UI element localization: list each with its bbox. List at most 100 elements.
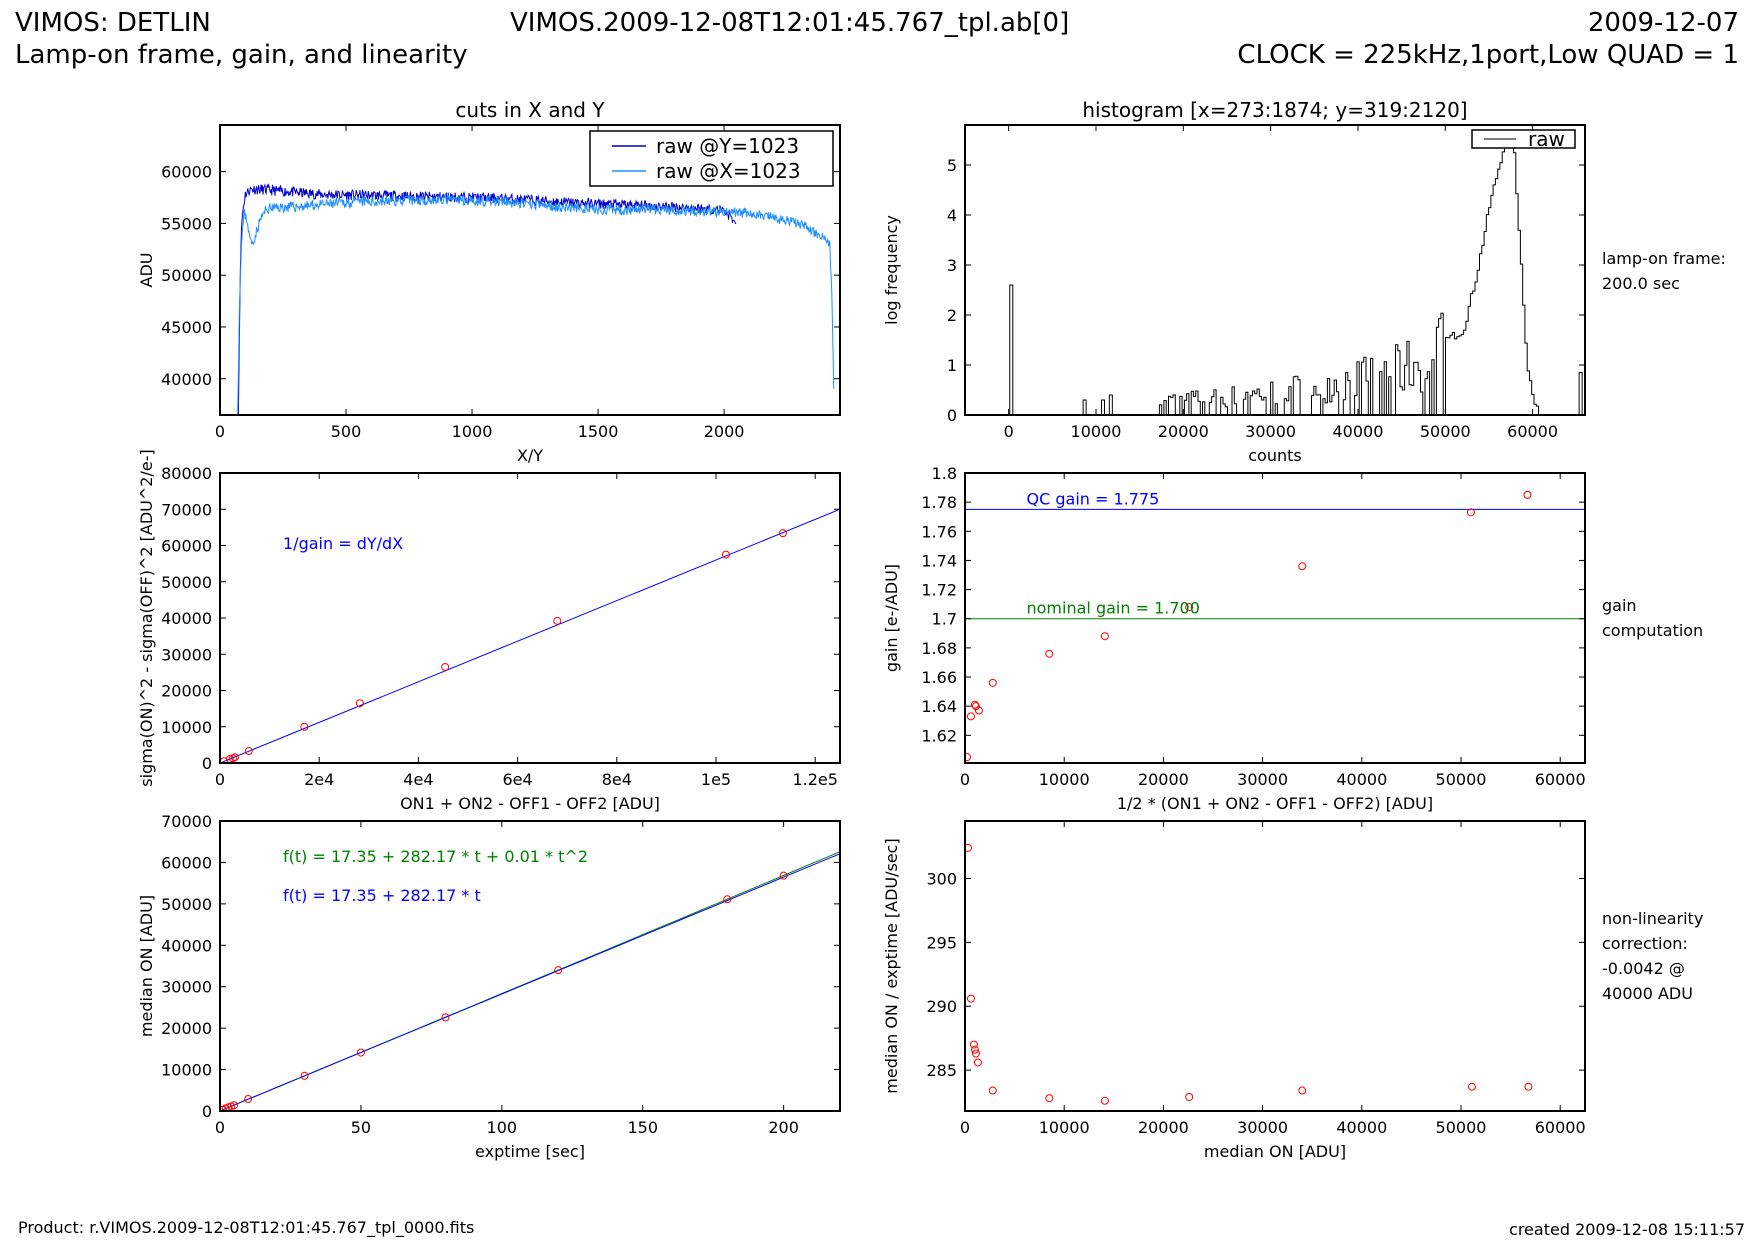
clock-info: CLOCK = 225kHz,1port,Low QUAD = 1 <box>1237 40 1739 70</box>
nominal-gain-label: nominal gain = 1.700 <box>1027 599 1200 618</box>
y-tick-label: 20000 <box>161 682 212 701</box>
plot-frame <box>219 124 841 416</box>
data-point <box>230 753 239 762</box>
data-point <box>965 843 972 852</box>
y-tick-label: 70000 <box>161 812 212 831</box>
data-point <box>355 699 364 708</box>
product-filename: Product: r.VIMOS.2009-12-08T12:01:45.767… <box>18 1218 475 1237</box>
y-axis-label: gain [e-/ADU] <box>882 564 901 672</box>
data-point <box>1185 603 1194 612</box>
y-tick-label: 295 <box>926 933 957 952</box>
created-timestamp: created 2009-12-08 15:11:57 <box>1509 1220 1745 1239</box>
x-tick-label: 60000 <box>1535 770 1586 789</box>
x-tick-label: 100 <box>487 1118 518 1137</box>
y-tick-label: 3 <box>947 256 957 275</box>
y-axis-label: median ON / exptime [ADU/sec] <box>882 838 901 1093</box>
plot-area <box>220 508 840 763</box>
x-tick-label: 0 <box>960 770 970 789</box>
histogram-spike <box>1009 284 1014 415</box>
legend-label: raw @X=1023 <box>656 159 801 183</box>
x-tick-label: 60000 <box>1507 422 1558 441</box>
nonlinearity-note: non-linearity correction: -0.0042 @ 4000… <box>1602 906 1703 1006</box>
data-point <box>721 550 730 559</box>
chart-title: cuts in X and Y <box>455 98 605 122</box>
x-tick-label: 30000 <box>1237 1118 1288 1137</box>
gain-note: gain computation <box>1602 593 1703 643</box>
x-axis-label: exptime [sec] <box>475 1142 585 1161</box>
x-axis-label: 1/2 * (ON1 + ON2 - OFF1 - OFF2) [ADU] <box>1117 794 1433 813</box>
histogram-spike <box>1578 372 1583 415</box>
plot-area <box>965 843 1533 1105</box>
y-tick-label: 70000 <box>161 500 212 519</box>
y-tick-label: 55000 <box>161 214 212 233</box>
data-point <box>1045 1094 1054 1103</box>
plot-area <box>237 183 835 415</box>
data-point <box>553 616 562 625</box>
x-tick-label: 50000 <box>1436 1118 1487 1137</box>
data-point <box>973 1058 982 1067</box>
data-point <box>778 529 787 538</box>
nonlinearity-note-line: correction: <box>1602 934 1688 953</box>
x-tick-label: 0 <box>1004 422 1014 441</box>
data-point <box>1298 562 1307 571</box>
y-tick-label: 40000 <box>161 936 212 955</box>
qc-gain-label: QC gain = 1.775 <box>1027 489 1160 508</box>
data-point <box>1185 1092 1194 1101</box>
y-tick-label: 1.62 <box>921 726 957 745</box>
lamp-note-line: 200.0 sec <box>1602 274 1680 293</box>
plot-frame <box>964 124 1586 416</box>
data-point <box>1523 490 1532 499</box>
nonlinearity-note-line: 40000 ADU <box>1602 984 1693 1003</box>
x-tick-label: 20000 <box>1138 770 1189 789</box>
data-point <box>1466 508 1475 517</box>
x-axis-label: counts <box>1248 446 1301 465</box>
x-tick-label: 2000 <box>704 422 745 441</box>
y-tick-label: 60000 <box>161 163 212 182</box>
y-tick-label: 1.7 <box>932 610 957 629</box>
y-tick-label: 0 <box>202 754 212 773</box>
data-point <box>441 1013 450 1022</box>
y-tick-label: 50000 <box>161 573 212 592</box>
data-point <box>228 754 237 763</box>
data-point <box>971 1049 980 1058</box>
y-tick-label: 4 <box>947 206 957 225</box>
data-point <box>988 1086 997 1095</box>
data-point <box>1467 1082 1476 1091</box>
y-tick-label: 1.72 <box>921 581 957 600</box>
gain-note-line: gain <box>1602 596 1637 615</box>
data-point <box>723 895 732 904</box>
plot-frame <box>964 820 1586 1112</box>
x-tick-label: 0 <box>215 770 225 789</box>
data-point <box>300 1071 309 1080</box>
data-point <box>970 700 979 709</box>
x-tick-label: 50 <box>351 1118 371 1137</box>
legend-box <box>589 130 834 187</box>
x-tick-label: 8e4 <box>602 770 632 789</box>
data-point <box>554 966 563 975</box>
data-point <box>1045 649 1054 658</box>
histogram-outline <box>1157 129 1540 415</box>
y-tick-label: 50000 <box>161 266 212 285</box>
product-title: VIMOS.2009-12-08T12:01:45.767_tpl.ab[0] <box>510 8 1070 38</box>
chart-title: histogram [x=273:1874; y=319:2120] <box>1082 98 1467 122</box>
y-tick-label: 1.64 <box>921 697 957 716</box>
plot-frame <box>219 472 841 764</box>
plot-area <box>965 490 1585 762</box>
histogram-spike <box>1108 394 1113 415</box>
y-tick-label: 0 <box>202 1102 212 1121</box>
histogram-spike <box>1082 399 1087 415</box>
y-tick-label: 80000 <box>161 464 212 483</box>
data-point <box>244 747 253 756</box>
x-tick-label: 1.2e5 <box>792 770 837 789</box>
x-tick-label: 1000 <box>452 422 493 441</box>
data-point <box>974 706 983 715</box>
gain-annotation: 1/gain = dY/dX <box>283 534 403 553</box>
x-tick-label: 50000 <box>1420 422 1471 441</box>
x-tick-label: 4e4 <box>403 770 433 789</box>
linear-fit-annotation: f(t) = 17.35 + 282.17 * t <box>283 886 481 905</box>
y-tick-label: 40000 <box>161 609 212 628</box>
page-subtitle: Lamp-on frame, gain, and linearity <box>15 40 468 70</box>
y-tick-label: 30000 <box>161 978 212 997</box>
x-tick-label: 0 <box>960 1118 970 1137</box>
